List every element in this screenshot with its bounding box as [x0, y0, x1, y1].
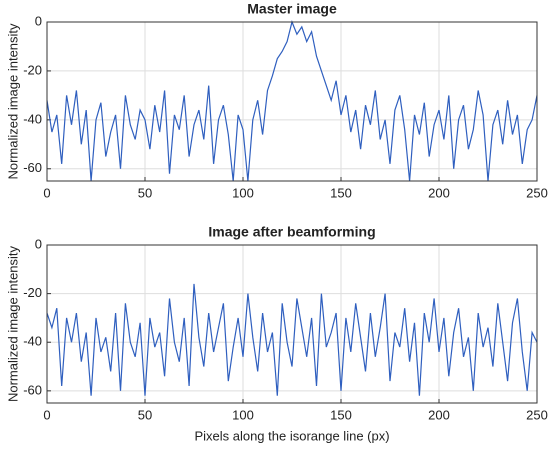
- x-tick-label: 50: [138, 185, 152, 200]
- axes-frame: [46, 244, 538, 404]
- x-tick-label: 100: [232, 407, 254, 422]
- x-tick-label: 100: [232, 185, 254, 200]
- chart-title: Image after beamforming: [208, 224, 375, 240]
- x-tick-label: 50: [138, 407, 152, 422]
- y-tick-label: -20: [23, 62, 42, 77]
- y-tick-label: -60: [23, 160, 42, 175]
- chart-title: Master image: [247, 1, 337, 17]
- x-tick-label: 0: [43, 407, 50, 422]
- axes-frame: [46, 21, 538, 182]
- x-axis-label: Pixels along the isorange line (px): [194, 428, 389, 443]
- y-axis-label: Normalized image intensity: [5, 23, 20, 180]
- x-tick-label: 250: [526, 407, 548, 422]
- y-tick-label: 0: [35, 13, 42, 28]
- y-tick-label: 0: [35, 236, 42, 251]
- y-axis-label: Normalized image intensity: [5, 245, 20, 402]
- plot-area: [47, 245, 537, 403]
- y-tick-label: -40: [23, 111, 42, 126]
- plot-area: [47, 22, 537, 181]
- x-tick-label: 150: [330, 185, 352, 200]
- y-tick-label: -40: [23, 334, 42, 349]
- x-tick-label: 0: [43, 185, 50, 200]
- y-tick-label: -60: [23, 382, 42, 397]
- x-tick-label: 150: [330, 407, 352, 422]
- x-tick-label: 200: [428, 185, 450, 200]
- y-tick-label: -20: [23, 285, 42, 300]
- x-tick-label: 250: [526, 185, 548, 200]
- data-line: [46, 283, 538, 396]
- x-tick-label: 200: [428, 407, 450, 422]
